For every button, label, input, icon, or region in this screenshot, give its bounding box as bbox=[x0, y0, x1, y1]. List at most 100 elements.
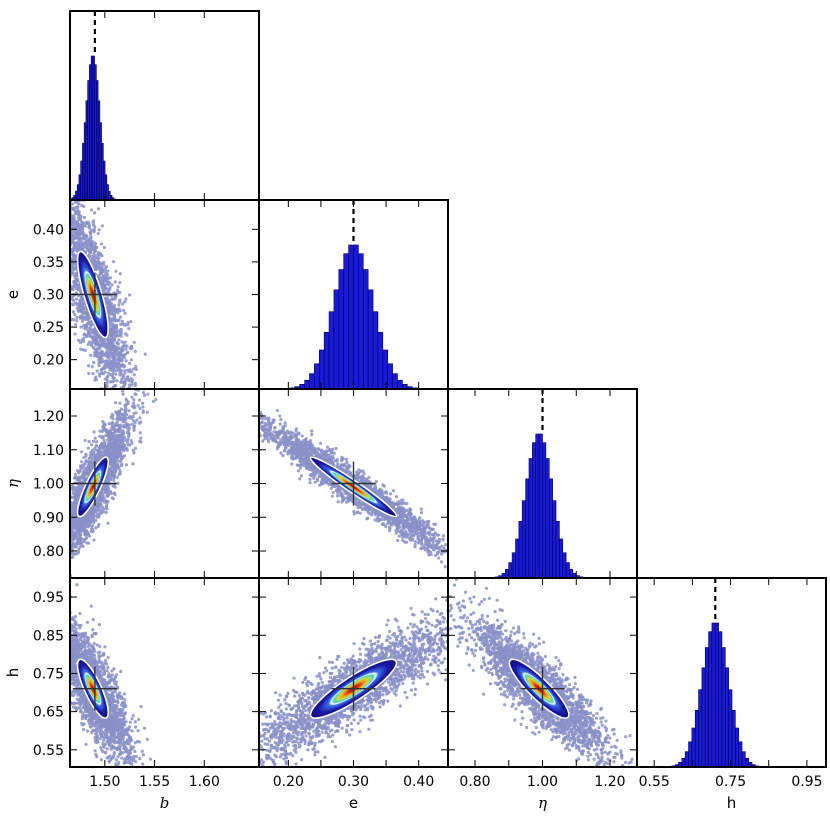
scatter-point bbox=[64, 545, 67, 548]
scatter-point bbox=[73, 493, 77, 497]
scatter-point bbox=[61, 249, 64, 252]
scatter-point bbox=[64, 559, 67, 562]
scatter-point bbox=[108, 471, 113, 475]
scatter-point bbox=[119, 334, 123, 338]
scatter-point bbox=[70, 297, 74, 301]
scatter-point bbox=[75, 477, 79, 481]
scatter-point bbox=[101, 507, 106, 511]
scatter-point bbox=[63, 247, 66, 250]
scatter-point bbox=[153, 485, 156, 488]
scatter-point bbox=[86, 470, 91, 474]
scatter-point bbox=[118, 272, 122, 276]
scatter-point bbox=[59, 190, 62, 193]
scatter-point bbox=[139, 436, 143, 440]
scatter-point bbox=[38, 176, 41, 179]
scatter-point bbox=[125, 344, 129, 348]
scatter-point bbox=[128, 443, 132, 447]
scatter-point bbox=[62, 176, 65, 179]
scatter-point bbox=[50, 537, 53, 540]
scatter-point bbox=[65, 215, 68, 218]
panels-layer: 0.200.250.300.350.40e0.800.901.001.101.2… bbox=[4, 10, 827, 812]
scatter-point bbox=[59, 179, 62, 182]
scatter-point bbox=[73, 212, 77, 216]
panel-e-e bbox=[258, 199, 449, 390]
scatter-point bbox=[75, 302, 79, 307]
scatter-point bbox=[97, 508, 101, 512]
scatter-point bbox=[81, 230, 85, 234]
scatter-point bbox=[55, 183, 58, 186]
scatter-point bbox=[124, 447, 128, 451]
scatter-point bbox=[120, 322, 125, 326]
scatter-point bbox=[111, 474, 115, 478]
scatter-point bbox=[50, 205, 53, 208]
scatter-point bbox=[118, 401, 122, 405]
scatter-point bbox=[95, 369, 99, 373]
scatter-point bbox=[56, 183, 59, 186]
scatter-point bbox=[36, 562, 39, 565]
scatter-point bbox=[117, 447, 121, 451]
scatter-point bbox=[62, 207, 65, 210]
scatter-point bbox=[59, 539, 62, 542]
scatter-point bbox=[79, 527, 83, 531]
scatter-point bbox=[80, 319, 85, 323]
scatter-point bbox=[65, 216, 68, 219]
scatter-point bbox=[59, 248, 62, 251]
scatter-point bbox=[71, 530, 75, 534]
scatter-point bbox=[51, 530, 54, 533]
scatter-point bbox=[58, 527, 61, 530]
histogram-bar bbox=[318, 349, 325, 389]
scatter-point bbox=[132, 426, 136, 430]
scatter-point bbox=[92, 520, 96, 525]
scatter-point bbox=[142, 393, 147, 397]
scatter-point bbox=[56, 161, 59, 164]
scatter-point bbox=[114, 405, 117, 408]
scatter-point bbox=[89, 467, 93, 471]
scatter-point bbox=[110, 464, 114, 469]
scatter-point bbox=[75, 542, 79, 546]
scatter-point bbox=[59, 218, 62, 221]
scatter-point bbox=[72, 318, 76, 322]
scatter-point bbox=[119, 370, 123, 375]
scatter-point bbox=[35, 581, 38, 584]
histogram-bar bbox=[348, 244, 354, 389]
scatter-point bbox=[88, 523, 92, 527]
scatter-point bbox=[63, 242, 66, 245]
scatter-point bbox=[43, 159, 46, 162]
scatter-point bbox=[145, 410, 149, 414]
histogram-bar bbox=[314, 363, 320, 389]
scatter-point bbox=[91, 337, 95, 341]
scatter-point bbox=[74, 222, 78, 226]
scatter-point bbox=[73, 472, 78, 476]
scatter-point bbox=[95, 448, 99, 452]
scatter-point bbox=[65, 256, 68, 259]
scatter-point bbox=[65, 511, 68, 514]
scatter-point bbox=[47, 560, 50, 563]
scatter-point bbox=[240, 423, 243, 426]
scatter-point bbox=[53, 581, 56, 584]
scatter-point bbox=[73, 246, 77, 250]
scatter-point bbox=[134, 392, 138, 397]
scatter-point bbox=[130, 378, 134, 382]
scatter-point bbox=[79, 466, 83, 470]
scatter-point bbox=[118, 300, 122, 304]
scatter-point bbox=[90, 527, 94, 531]
scatter-point bbox=[84, 454, 88, 458]
scatter-point bbox=[113, 464, 117, 469]
scatter-point bbox=[87, 226, 91, 230]
scatter-point bbox=[66, 232, 69, 235]
scatter-point bbox=[244, 403, 247, 406]
scatter-point bbox=[87, 461, 91, 465]
scatter-point bbox=[60, 539, 63, 542]
scatter-point bbox=[89, 232, 93, 236]
scatter-point bbox=[109, 341, 113, 345]
scatter-point bbox=[52, 212, 55, 215]
scatter-point bbox=[71, 249, 75, 253]
scatter-point bbox=[61, 537, 64, 540]
scatter-point bbox=[52, 530, 55, 533]
scatter-point bbox=[46, 162, 49, 165]
scatter-point bbox=[111, 260, 116, 264]
scatter-point bbox=[65, 524, 68, 527]
scatter-point bbox=[82, 215, 86, 220]
scatter-point bbox=[130, 383, 134, 387]
scatter-point bbox=[138, 426, 141, 429]
